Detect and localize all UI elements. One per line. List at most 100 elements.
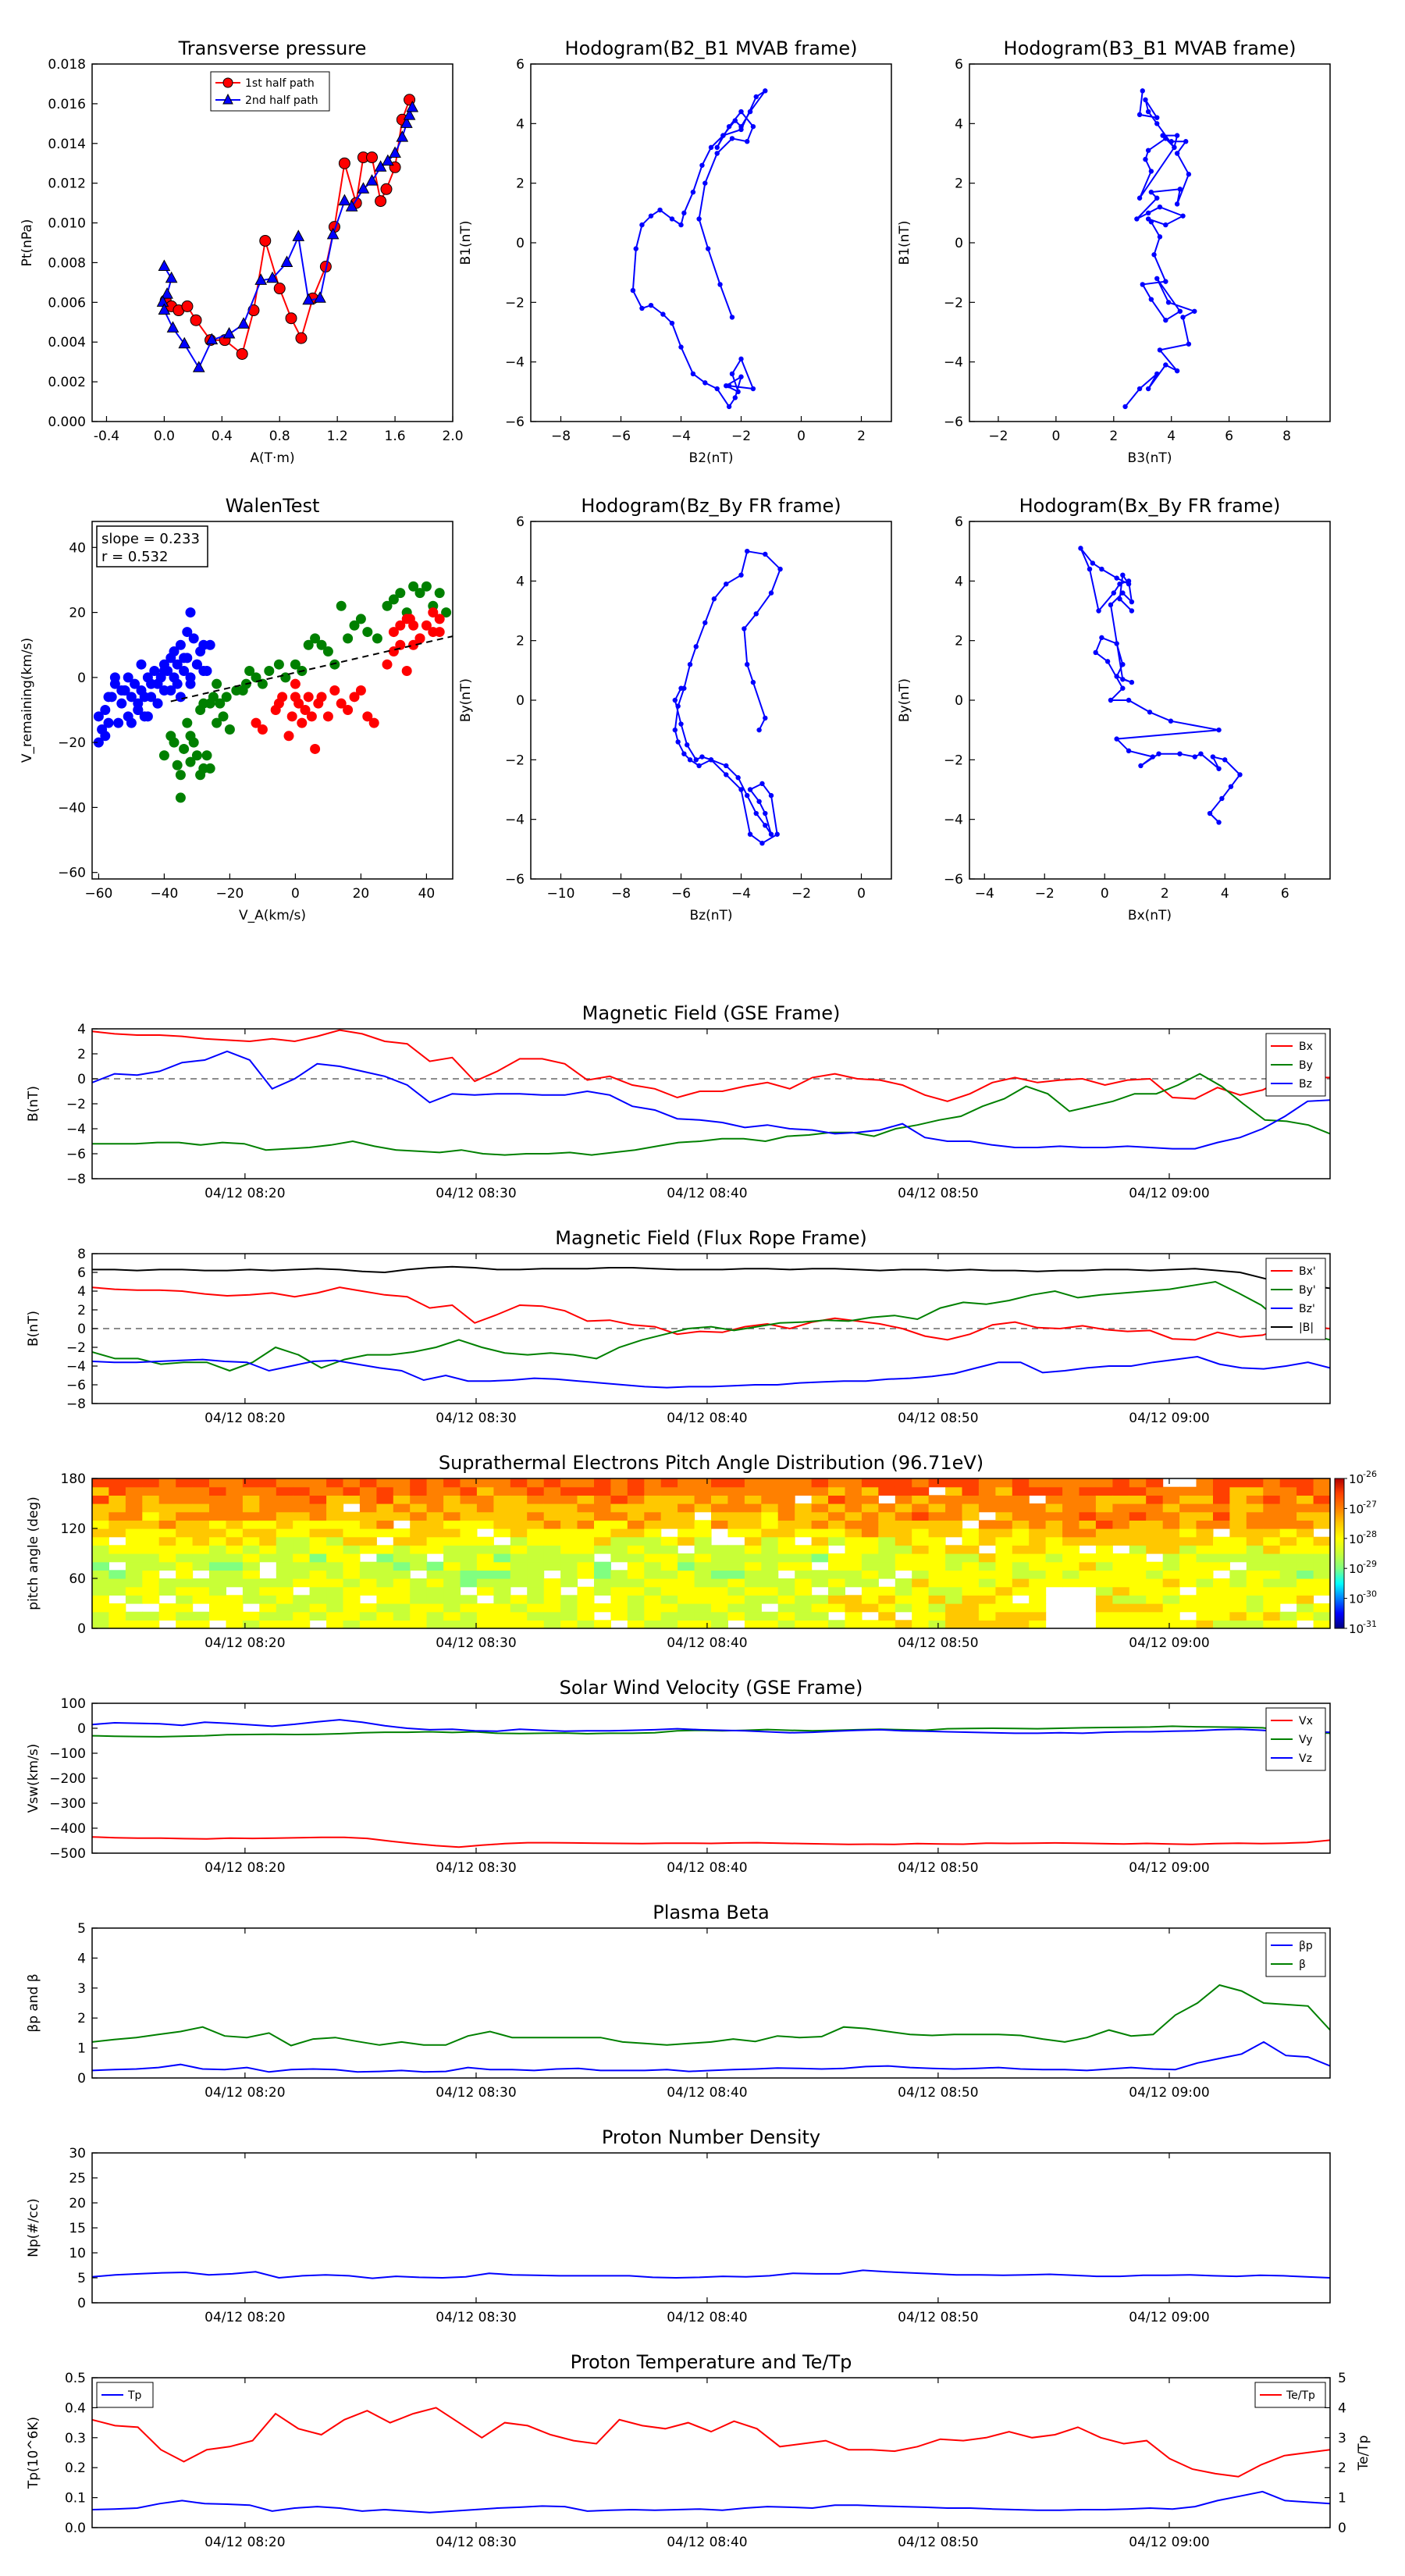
y-tick-label: 120 (61, 1521, 86, 1537)
heatmap-cell (309, 1536, 327, 1546)
y-tick-label: −100 (49, 1746, 86, 1762)
data-point (368, 717, 379, 728)
heatmap-cell (1196, 1511, 1214, 1521)
y-tick-label: 4 (77, 1951, 86, 1966)
heatmap-cell (828, 1520, 845, 1529)
heatmap-cell (259, 1603, 277, 1613)
heatmap-cell (1045, 1478, 1063, 1488)
data-point (753, 611, 759, 617)
heatmap-cell (309, 1503, 327, 1513)
heatmap-cell (510, 1611, 528, 1621)
heatmap-cell (744, 1545, 762, 1554)
heatmap-cell (1079, 1520, 1097, 1529)
heatmap-cell (476, 1578, 494, 1588)
heatmap-cell (1229, 1545, 1247, 1554)
heatmap-cell (460, 1561, 478, 1571)
heatmap-cell (1313, 1586, 1331, 1596)
data-point (1140, 88, 1145, 94)
time-tick-label: 04/12 09:00 (1129, 1635, 1209, 1651)
heatmap-cell (878, 1478, 896, 1488)
heatmap-cell (795, 1578, 813, 1588)
heatmap-cell (660, 1503, 678, 1513)
heatmap-cell (1162, 1545, 1180, 1554)
heatmap-cell (1263, 1570, 1281, 1579)
heatmap-cell (1179, 1603, 1197, 1613)
heatmap-cell (443, 1545, 461, 1554)
x-axis-label: B2(nT) (689, 450, 734, 466)
heatmap-cell (1246, 1536, 1264, 1546)
heatmap-cell (309, 1520, 327, 1529)
heatmap-cell (761, 1578, 779, 1588)
heatmap-cell (761, 1586, 779, 1596)
heatmap-cell (1246, 1586, 1264, 1596)
data-point (366, 151, 379, 164)
series-line-Te/Tp (92, 2407, 1330, 2478)
data-point (763, 823, 768, 828)
heatmap-cell (359, 1520, 377, 1529)
y-tick-label: 6 (516, 57, 525, 73)
heatmap-cell (176, 1478, 194, 1488)
data-point (179, 653, 190, 664)
y-tick-label: −4 (66, 1359, 86, 1375)
heatmap-cell (1112, 1553, 1130, 1563)
heatmap-cell (978, 1553, 996, 1563)
data-point (1180, 213, 1186, 219)
heatmap-cell (142, 1545, 160, 1554)
heatmap-cell (644, 1570, 662, 1579)
heatmap-cell (527, 1570, 545, 1579)
heatmap-cell (744, 1553, 762, 1563)
heatmap-cell (627, 1620, 645, 1629)
data-point (1177, 308, 1183, 314)
heatmap-cell (176, 1495, 194, 1504)
data-point (396, 130, 409, 142)
heatmap-cell (995, 1570, 1013, 1579)
heatmap-cell (1196, 1603, 1214, 1613)
heatmap-cell (727, 1545, 745, 1554)
time-tick-label: 04/12 09:00 (1129, 1186, 1209, 1201)
heatmap-cell (476, 1486, 494, 1496)
heatmap-cell (895, 1553, 912, 1563)
heatmap-cell (744, 1528, 762, 1538)
heatmap-cell (795, 1620, 813, 1629)
data-point (1120, 662, 1126, 667)
data-point (745, 139, 750, 144)
heatmap-cell (176, 1561, 194, 1571)
data-point (729, 136, 735, 141)
heatmap-cell (560, 1553, 578, 1563)
y-axis-label: Tp(10^6K) (26, 2417, 41, 2489)
heatmap-cell (895, 1561, 912, 1571)
heatmap-cell (811, 1478, 829, 1488)
heatmap-cell (343, 1570, 361, 1579)
heatmap-cell (1146, 1586, 1164, 1596)
heatmap-cell (259, 1495, 277, 1504)
heatmap-cell (309, 1595, 327, 1604)
heatmap-cell (1162, 1586, 1180, 1596)
heatmap-cell (142, 1528, 160, 1538)
data-point (169, 646, 180, 657)
heatmap-cell (845, 1620, 863, 1629)
heatmap-cell (727, 1495, 745, 1504)
heatmap-cell (125, 1578, 143, 1588)
data-point (738, 572, 744, 578)
heatmap-cell (426, 1586, 444, 1596)
heatmap-cell (209, 1503, 226, 1513)
heatmap-cell (276, 1570, 293, 1579)
heatmap-cell (443, 1595, 461, 1604)
heatmap-cell (795, 1553, 813, 1563)
heatmap-cell (845, 1545, 863, 1554)
y-axis-label: pitch angle (deg) (26, 1496, 41, 1610)
heatmap-cell (610, 1603, 628, 1613)
heatmap-cell (326, 1561, 344, 1571)
heatmap-cell (543, 1545, 561, 1554)
heatmap-cell (1297, 1586, 1314, 1596)
heatmap-cell (644, 1620, 662, 1629)
data-point (215, 698, 226, 709)
heatmap-cell (460, 1553, 478, 1563)
heatmap-cell (995, 1478, 1013, 1488)
heatmap-cell (1079, 1511, 1097, 1521)
y-axis-label: By(nT) (458, 678, 474, 722)
heatmap-cell (828, 1495, 845, 1504)
time-tick-label: 04/12 09:00 (1129, 2310, 1209, 2325)
